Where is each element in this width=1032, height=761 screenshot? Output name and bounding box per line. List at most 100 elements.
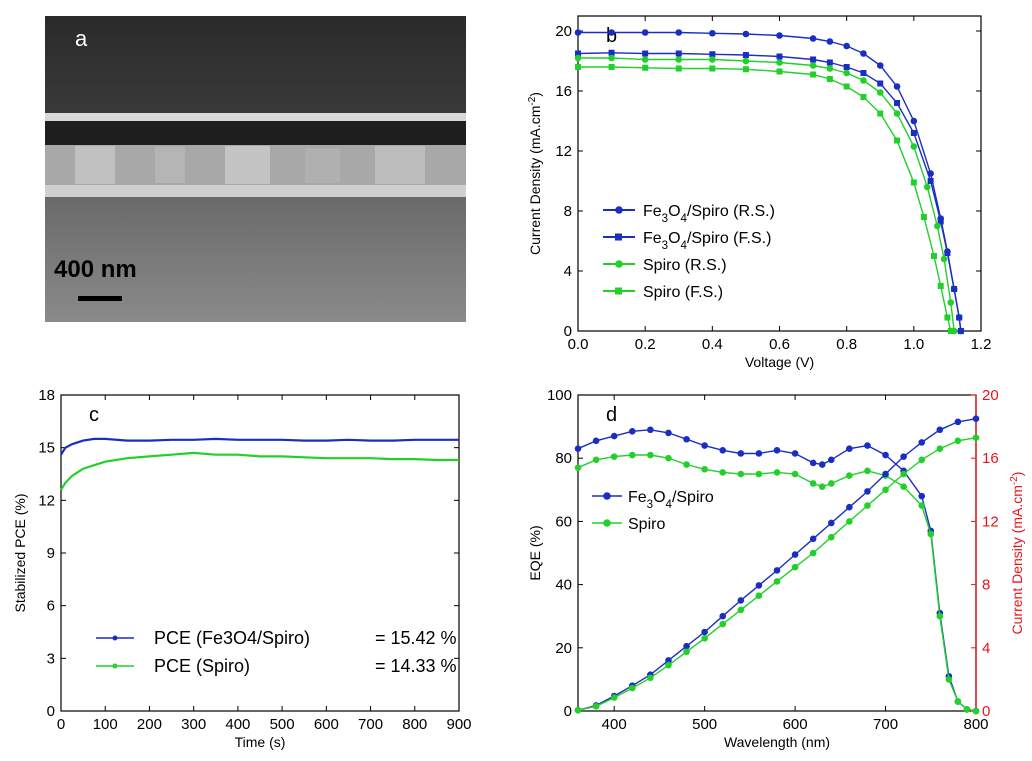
data-point [900,470,907,478]
data-point [947,299,955,306]
data-point [826,76,833,82]
data-point [642,64,649,71]
y-tick-label: 9 [47,545,55,562]
x-tick-label: 800 [402,716,427,733]
data-point [818,461,826,468]
data-point [709,65,716,72]
data-point [575,64,581,70]
data-point [701,465,708,473]
x-tick-label: 0.8 [836,336,857,353]
data-point [910,143,918,150]
x-tick-label: 200 [137,716,162,733]
data-point [882,470,889,478]
data-point [843,64,850,70]
data-point [709,56,716,63]
data-point [809,35,817,42]
panel-b-label: b [606,25,617,47]
data-point [665,661,672,669]
y2-axis-label: Current Density (mA.cm-2) [1009,472,1026,635]
data-point [719,612,727,620]
y-tick-label: 20 [555,23,572,40]
legend-marker [615,233,622,241]
data-point [894,137,901,144]
data-point [920,214,927,220]
data-point [936,612,944,620]
data-point [910,179,917,186]
data-point [610,694,618,701]
data-point [683,461,690,468]
data-point [826,38,834,45]
data-point [893,83,901,90]
data-point [809,459,817,467]
data-point [860,94,867,100]
data-point [877,110,884,117]
x-tick-label: 300 [181,716,206,733]
x-tick-label: 0.2 [635,336,656,353]
legend-marker [112,663,118,669]
data-point [610,453,618,460]
data-point [918,439,926,446]
data-point [927,178,934,184]
panel-a-label: a [75,26,88,51]
data-point [882,451,889,459]
y-tick-label: 12 [38,492,55,509]
data-point [742,57,750,65]
data-point [647,451,654,459]
y-axis-label: Current Density (mA.cm-2) [527,92,544,255]
y-tick-label: 40 [555,577,572,594]
data-point [860,70,867,76]
data-point [683,642,690,650]
y-tick-label: 16 [555,83,572,100]
data-point [954,437,962,445]
panel-c-label: c [89,404,99,426]
x-tick-label: 0.4 [702,336,723,353]
data-point [608,64,615,70]
data-point [810,56,817,63]
data-point [773,447,781,454]
series-line-1 [60,451,459,491]
data-point [826,65,834,72]
data-point [937,283,944,289]
data-point [701,628,708,636]
data-point [846,518,853,525]
data-point [647,674,654,682]
data-point [642,50,649,57]
data-point [574,29,582,36]
panel-d-label: d [606,404,617,426]
data-point [882,486,889,494]
y2-tick-label: 20 [982,387,999,404]
y2-tick-label: 12 [982,513,999,530]
data-point [936,445,944,453]
y-tick-label: 60 [555,513,572,530]
data-point [665,429,672,437]
x-tick-label: 700 [358,716,383,733]
x-tick-label: 0 [57,716,65,733]
y-tick-label: 3 [47,650,55,667]
data-point [675,29,683,36]
series-line-2 [577,418,977,711]
data-point [918,492,926,500]
legend-marker [603,519,611,527]
legend-label: Fe3O4/Spiro (F.S.) [643,230,771,252]
data-point [608,49,615,56]
data-point [954,698,962,705]
data-point [809,549,817,557]
data-point [809,480,817,487]
data-point [947,328,954,334]
chart-panel-c: 0 100 200 300 400 500 600 700 800 900 0 3 6 9 12 15 18 Ti… [12,387,472,750]
data-point [574,445,582,453]
data-point [574,464,582,471]
x-tick-label: 1.2 [971,336,992,353]
sem-cross-section-image: a 400 nm [45,16,466,322]
data-point [675,56,683,63]
x-tick-label: 0.6 [769,336,790,353]
data-point [972,707,980,715]
x-tick-label: 0.0 [568,336,589,353]
legend-label: Spiro (F.S.) [643,284,723,301]
data-point [827,480,835,487]
y-tick-label: 6 [47,598,55,615]
data-point [592,702,600,710]
x-tick-label: 100 [93,716,118,733]
y-tick-label: 12 [555,143,572,160]
legend-label: PCE (Fe3O4/Spiro) [154,628,310,648]
